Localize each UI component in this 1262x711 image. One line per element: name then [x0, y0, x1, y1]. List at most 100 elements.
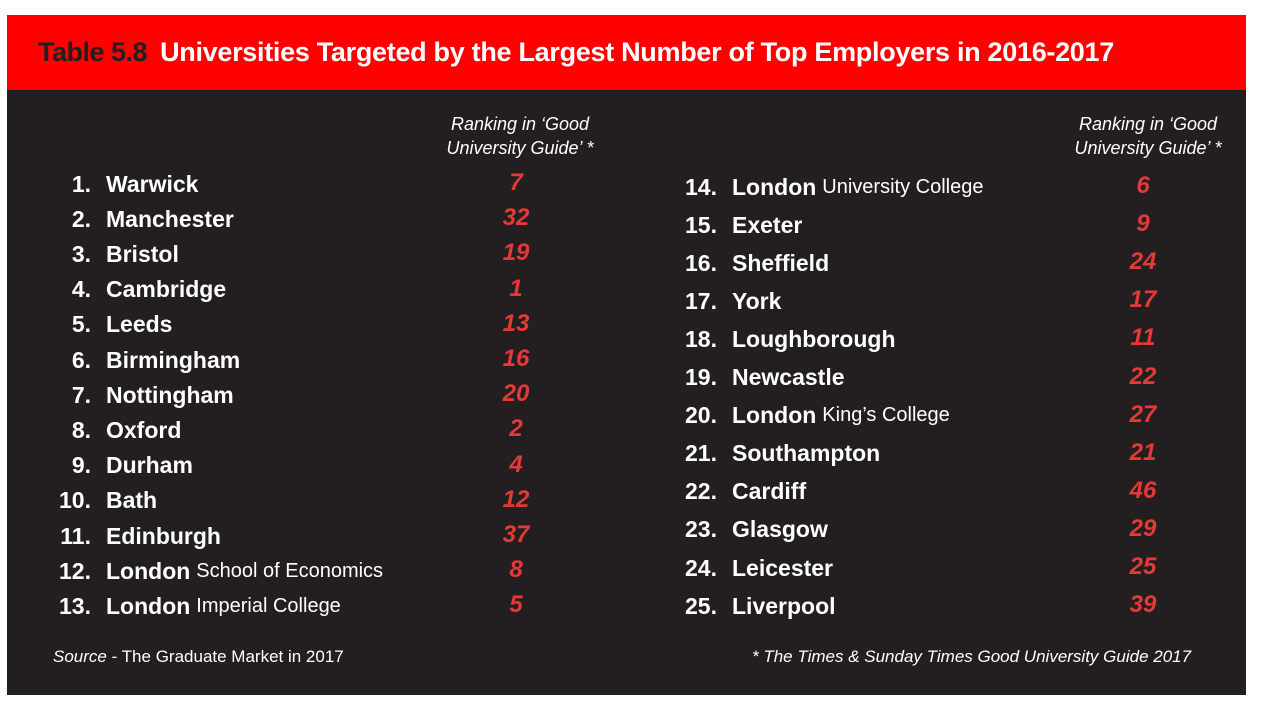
- table-row: 22. Cardiff: [662, 475, 806, 509]
- university-subname: Imperial College: [196, 594, 341, 617]
- university-name: Bristol: [106, 240, 179, 267]
- table-number: Table 5.8: [38, 37, 148, 67]
- table-row: 25. Liverpool: [662, 589, 836, 623]
- guide-ranking-value: 5: [509, 591, 523, 619]
- table-row: 10. Bath: [37, 484, 157, 518]
- university-name: Cardiff: [732, 478, 807, 505]
- university-subname: King’s College: [822, 404, 950, 427]
- university-name: York: [732, 287, 782, 314]
- guide-ranking-value: 7: [509, 169, 523, 196]
- source-note: Source - The Graduate Market in 2017: [53, 647, 344, 667]
- table-row: 17. York: [662, 284, 781, 318]
- row-rank: 11.: [60, 522, 91, 549]
- university-subname: School of Economics: [196, 559, 384, 582]
- table-panel: Ranking in ‘Good University Guide’ * Ran…: [7, 90, 1246, 695]
- university-name: Cambridge: [106, 276, 227, 303]
- table-row: 11. Edinburgh: [37, 519, 221, 553]
- guide-ranking-value: 2: [509, 415, 523, 443]
- row-rank: 19.: [685, 364, 717, 390]
- row-rank: 6.: [71, 346, 91, 373]
- guide-ranking-value: 39: [1129, 591, 1157, 619]
- guide-ranking-value: 25: [1129, 553, 1157, 580]
- left-column-header: Ranking in ‘Good University Guide’ *: [415, 112, 625, 160]
- row-rank: 5.: [71, 311, 91, 338]
- row-rank: 20.: [685, 402, 717, 429]
- university-name: London: [732, 402, 817, 429]
- guide-footnote-text: * The Times & Sunday Times Good Universi…: [752, 647, 1192, 666]
- university-name: Leeds: [106, 311, 173, 338]
- row-rank: 2.: [71, 205, 91, 232]
- guide-ranking-value: 12: [502, 485, 530, 513]
- guide-ranking-value: 1: [509, 274, 523, 302]
- row-rank: 22.: [685, 478, 717, 505]
- table-row: 20. London King’s College: [662, 399, 950, 433]
- university-name: Nottingham: [106, 381, 234, 408]
- guide-ranking-value: 13: [502, 309, 530, 337]
- row-rank: 25.: [685, 592, 717, 619]
- guide-ranking-value: 24: [1129, 248, 1157, 276]
- guide-ranking-value: 16: [502, 345, 530, 372]
- table-row: 6. Birmingham: [37, 343, 240, 377]
- source-label: Source: [53, 647, 107, 666]
- column-header-line1: Ranking in ‘Good: [1078, 114, 1218, 134]
- guide-ranking-value: 8: [509, 556, 523, 584]
- row-rank: 8.: [71, 416, 91, 443]
- table-row: 1. Warwick: [37, 167, 199, 201]
- university-name: Exeter: [732, 211, 803, 238]
- university-name: Liverpool: [732, 592, 836, 619]
- guide-ranking-value: 20: [502, 380, 530, 408]
- row-rank: 16.: [685, 249, 717, 276]
- university-name: London: [106, 592, 191, 619]
- university-subname: University College: [822, 175, 984, 198]
- row-rank: 10.: [59, 487, 91, 514]
- table-row: 18. Loughborough: [662, 322, 896, 356]
- guide-ranking-value: 9: [1136, 210, 1150, 238]
- column-header-line2: University Guide’ *: [446, 138, 594, 158]
- guide-ranking-value: 22: [1129, 362, 1157, 390]
- table-row: 9. Durham: [37, 449, 193, 483]
- row-rank: 12.: [59, 557, 91, 584]
- table-row: 12. London School of Economics: [37, 554, 383, 588]
- source-text: - The Graduate Market in 2017: [106, 647, 344, 666]
- university-name: Durham: [106, 452, 193, 479]
- university-name: Southampton: [732, 440, 881, 467]
- table-row: 14. London University College: [662, 170, 983, 204]
- row-rank: 21.: [685, 440, 717, 467]
- university-name: Leicester: [732, 554, 834, 581]
- university-name: Manchester: [106, 205, 234, 232]
- table-row: 24. Leicester: [662, 551, 833, 585]
- row-rank: 7.: [71, 381, 91, 408]
- table-row: 15. Exeter: [662, 208, 802, 242]
- university-name: Loughborough: [732, 325, 896, 352]
- row-rank: 9.: [71, 452, 91, 479]
- guide-ranking-value: 19: [502, 239, 530, 267]
- guide-ranking-value: 46: [1129, 476, 1157, 504]
- university-name: Bath: [106, 487, 158, 514]
- table-row: 23. Glasgow: [662, 513, 828, 547]
- table-row: 4. Cambridge: [37, 273, 226, 307]
- guide-ranking-value: 4: [509, 450, 523, 478]
- row-rank: 1.: [71, 170, 91, 197]
- table-row: 13. London Imperial College: [37, 589, 341, 623]
- row-rank: 13.: [59, 592, 91, 619]
- university-name: London: [732, 173, 817, 200]
- column-header-line1: Ranking in ‘Good: [450, 114, 590, 134]
- right-column-header: Ranking in ‘Good University Guide’ *: [1043, 112, 1253, 160]
- guide-ranking-value: 11: [1130, 324, 1156, 352]
- guide-ranking-value: 37: [502, 521, 530, 548]
- table-row: 19. Newcastle: [662, 361, 845, 395]
- table-row: 16. Sheffield: [662, 246, 829, 280]
- table-row: 5. Leeds: [37, 308, 173, 342]
- university-name: Glasgow: [732, 516, 828, 543]
- guide-ranking-value: 21: [1129, 438, 1157, 466]
- guide-ranking-value: 32: [502, 204, 530, 232]
- row-rank: 14.: [685, 173, 717, 200]
- table-title: Universities Targeted by the Largest Num…: [160, 37, 1114, 67]
- university-name: London: [106, 557, 191, 584]
- guide-ranking-value: 17: [1129, 286, 1157, 314]
- guide-ranking-value: 6: [1136, 172, 1150, 199]
- row-rank: 18.: [685, 325, 717, 352]
- table-row: 3. Bristol: [37, 237, 179, 271]
- university-name: Warwick: [106, 170, 199, 197]
- row-rank: 17.: [685, 287, 717, 314]
